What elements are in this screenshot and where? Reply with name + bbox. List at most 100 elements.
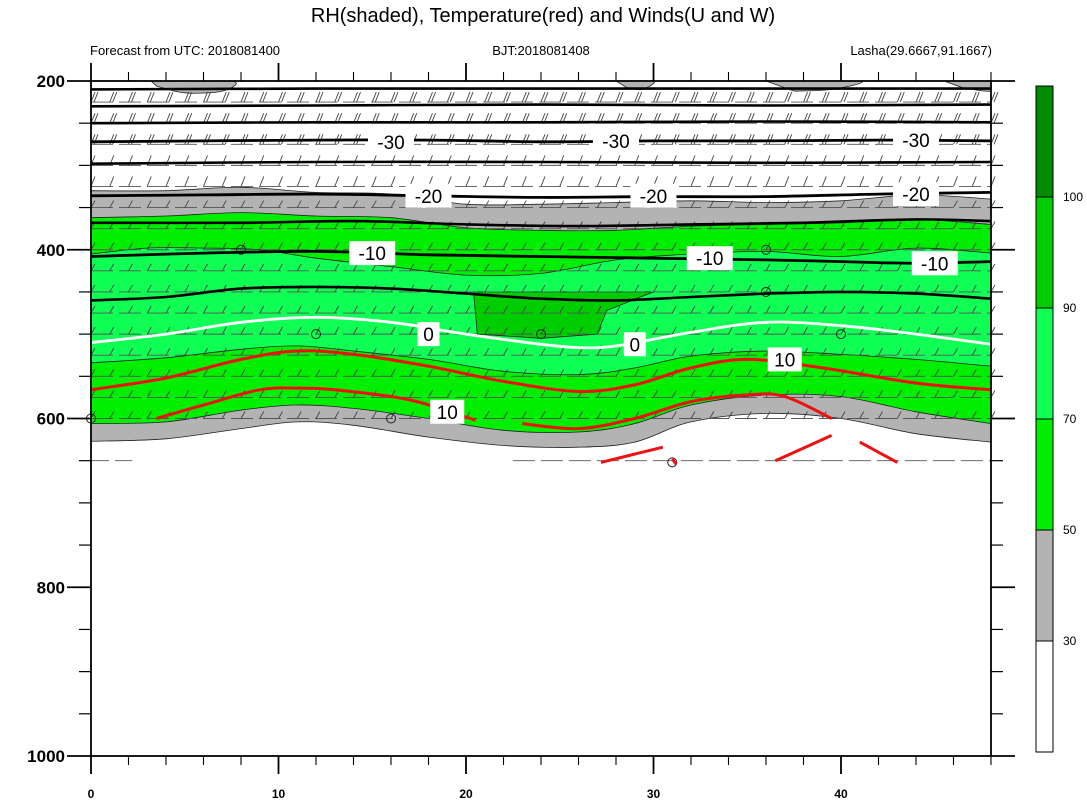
wind-barb (146, 411, 152, 419)
wind-barb (953, 369, 958, 377)
wind-barb (221, 347, 227, 356)
wind-barb (896, 263, 902, 272)
wind-barb (262, 91, 268, 103)
wind-barb (974, 134, 980, 145)
isotherm-line (90, 120, 992, 125)
wind-barb (203, 91, 208, 103)
wind-barb (878, 347, 883, 356)
wind-barb (521, 200, 527, 208)
wind-barb (878, 369, 883, 377)
wind-barb (693, 134, 699, 145)
wind-barb (278, 411, 283, 419)
wind-calm-circle (536, 329, 546, 340)
wind-barb (596, 242, 602, 250)
wind-barb (521, 242, 527, 250)
wind-barb (840, 263, 846, 272)
colorbar-swatch (1035, 307, 1054, 420)
wind-barb (278, 369, 283, 377)
wind-barb (299, 91, 305, 103)
wind-barb (465, 200, 471, 208)
colorbar-swatch (1035, 640, 1054, 753)
wind-barb (315, 91, 321, 103)
wind-barb (221, 326, 227, 335)
wind-barb (221, 91, 227, 103)
wind-barb (803, 390, 808, 398)
wind-barb (165, 305, 171, 314)
wind-barb (146, 390, 152, 398)
wind-barb (712, 134, 718, 145)
y-tick-label: 800 (37, 578, 65, 597)
rh-blob-upper (150, 81, 237, 94)
wind-barb (334, 176, 340, 187)
wind-barb (259, 176, 265, 187)
wind-barb (315, 221, 321, 229)
wind-barb (503, 305, 508, 314)
wind-barb (840, 305, 846, 314)
wind-barb (971, 155, 977, 166)
wind-barb (484, 326, 490, 335)
wind-barbs (86, 91, 999, 468)
wind-barb (353, 369, 358, 377)
wind-barb (915, 242, 921, 250)
wind-barb (128, 411, 133, 419)
wind-barb (521, 176, 527, 187)
wind-barb (615, 155, 621, 166)
wind-barb (371, 326, 377, 335)
wind-barb (484, 411, 490, 419)
wind-barb (578, 155, 583, 166)
wind-barb (765, 284, 771, 293)
wind-barb (840, 91, 846, 103)
wind-barb (428, 369, 433, 377)
wind-barb (543, 91, 549, 103)
wind-barb (296, 390, 302, 398)
wind-barb (540, 155, 546, 166)
wind-barb (184, 242, 190, 250)
isotherm-label: -30 (902, 131, 929, 152)
wind-barb (956, 91, 961, 103)
wind-barb (953, 326, 958, 335)
wind-barb (540, 347, 546, 356)
wind-barb (165, 369, 171, 377)
wind-barb (446, 91, 452, 103)
isotherm-label: -10 (359, 244, 386, 265)
wind-barb (915, 411, 921, 419)
wind-barb (259, 91, 265, 103)
wind-barb (840, 390, 846, 398)
wind-barb (634, 91, 640, 103)
wind-barb (971, 176, 977, 187)
wind-barb (746, 134, 752, 145)
wind-barb (656, 91, 661, 103)
wind-barb (221, 242, 227, 250)
wind-barb (653, 284, 658, 293)
wind-barb (746, 242, 752, 250)
wind-barb (484, 176, 490, 187)
wind-barb (446, 263, 452, 272)
wind-barb (131, 113, 136, 124)
wind-barb (596, 305, 602, 314)
wind-barb (615, 284, 621, 293)
wind-barb (709, 347, 715, 356)
wind-barb (371, 155, 377, 166)
wind-barb (896, 369, 902, 377)
wind-barb (281, 91, 286, 103)
wind-barb (503, 284, 508, 293)
wind-barb (559, 200, 565, 208)
wind-barb (296, 176, 302, 187)
wind-barb (653, 242, 658, 250)
wind-barb (896, 155, 902, 166)
wind-barb (149, 113, 155, 124)
wind-barb (559, 284, 565, 293)
wind-barb (184, 176, 190, 187)
wind-barb (896, 305, 902, 314)
wind-barb (240, 91, 246, 103)
wind-barb (803, 200, 808, 208)
wind-barb (859, 155, 865, 166)
wind-barb (615, 91, 621, 103)
wind-barb (278, 242, 283, 250)
wind-barb (578, 200, 583, 208)
isotherm-label-box (430, 399, 465, 424)
isotherm-label-box (417, 322, 440, 347)
wind-barb (728, 369, 733, 377)
wind-barb (109, 411, 115, 419)
wind-barb (484, 134, 490, 145)
